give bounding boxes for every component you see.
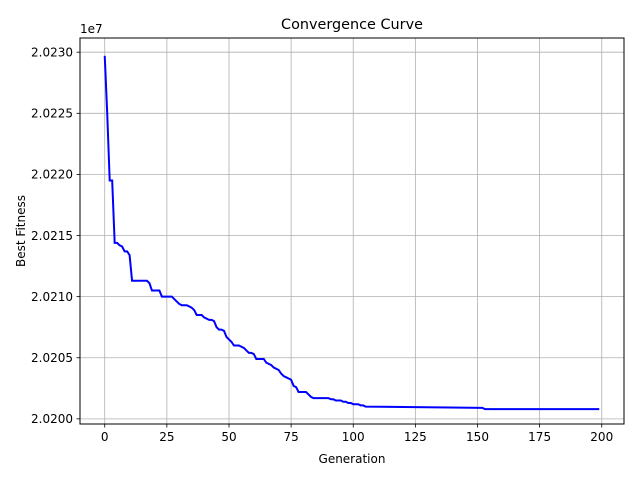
x-axis-ticks: 0 25 50 75 100 125 150 175 200 [101,424,613,444]
y-tick-label: 2.0210 [31,290,73,304]
y-tick-label: 2.0205 [31,351,73,365]
y-axis-label: Best Fitness [14,195,28,267]
y-tick-label: 2.0220 [31,168,73,182]
y-tick-label: 2.0215 [31,229,73,243]
y-tick-label: 2.0230 [31,45,73,59]
x-tick-label: 75 [283,430,298,444]
plot-area-frame [79,37,625,425]
x-tick-label: 0 [101,430,109,444]
x-tick-label: 175 [528,430,551,444]
x-tick-label: 25 [159,430,174,444]
x-tick-label: 125 [404,430,427,444]
x-tick-label: 100 [342,430,365,444]
best-fitness-line [103,55,600,411]
x-tick-label: 200 [590,430,613,444]
y-tick-label: 2.0225 [31,107,73,121]
x-axis-label: Generation [319,452,386,466]
y-axis-ticks: 2.0200 2.0205 2.0210 2.0215 2.0220 2.0225 2.02… [31,45,80,426]
y-tick-label: 2.0200 [31,412,73,426]
chart-title: Convergence Curve [281,17,423,33]
x-tick-label: 50 [221,430,236,444]
grid-lines [80,38,624,424]
x-tick-label: 150 [466,430,489,444]
y-axis-offset-label: 1e7 [80,22,103,36]
